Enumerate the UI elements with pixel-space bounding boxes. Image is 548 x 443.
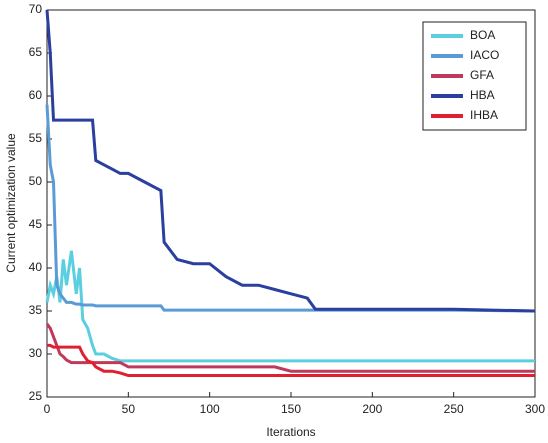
- y-tick-label: 50: [29, 174, 43, 188]
- legend-label: BOA: [470, 28, 495, 42]
- x-tick-label: 0: [44, 402, 51, 416]
- legend-label: IHBA: [470, 108, 498, 122]
- legend-label: GFA: [470, 68, 494, 82]
- y-tick-label: 55: [29, 131, 43, 145]
- y-axis-label: Current optimization value: [4, 133, 18, 273]
- series-line: [45, 9, 536, 313]
- x-tick-label: 50: [122, 402, 136, 416]
- series-line: [47, 343, 535, 377]
- y-tick-label: 30: [29, 346, 43, 360]
- x-tick-label: 100: [200, 402, 220, 416]
- x-tick-label: 250: [444, 402, 464, 416]
- y-tick-label: 60: [29, 88, 43, 102]
- x-tick-label: 200: [362, 402, 382, 416]
- series-line: [45, 104, 536, 313]
- x-tick-label: 150: [281, 402, 301, 416]
- y-tick-label: 45: [29, 217, 43, 231]
- y-tick-label: 65: [29, 45, 43, 59]
- legend-label: IACO: [470, 48, 499, 62]
- series-line: [45, 250, 535, 363]
- series-line: [45, 322, 535, 373]
- x-tick-label: 300: [525, 402, 545, 416]
- y-tick-label: 70: [29, 2, 43, 16]
- y-tick-label: 35: [29, 303, 43, 317]
- y-tick-label: 25: [29, 389, 43, 403]
- y-tick-label: 40: [29, 260, 43, 274]
- legend-label: HBA: [470, 88, 495, 102]
- x-axis-label: Iterations: [266, 425, 315, 439]
